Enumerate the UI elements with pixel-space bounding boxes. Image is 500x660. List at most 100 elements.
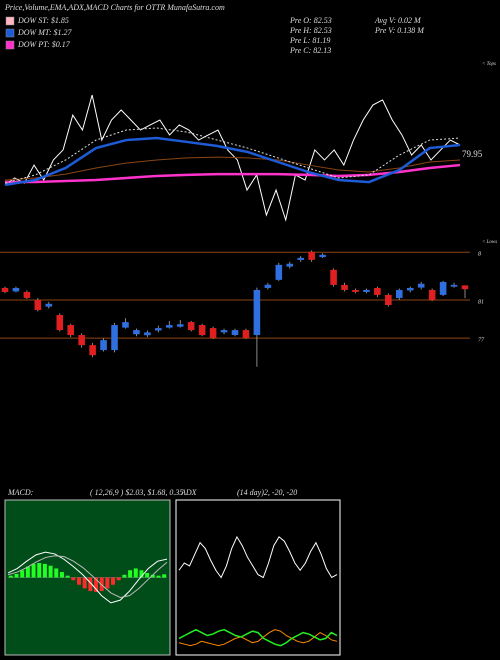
line [7, 555, 168, 598]
line [178, 535, 338, 579]
histogram-bar [42, 563, 47, 578]
line [178, 629, 338, 647]
panel-border [175, 499, 341, 656]
candle-body [100, 340, 107, 351]
legend-label: DOW ST: $1.85 [17, 16, 69, 25]
histogram-bar [65, 575, 70, 578]
candle-body [176, 324, 184, 327]
candle-body [23, 291, 31, 298]
candle-body [341, 284, 348, 290]
line [4, 127, 461, 184]
candle-body [1, 287, 9, 292]
line [7, 551, 168, 604]
histogram-bar [156, 575, 161, 578]
candle-body [406, 287, 414, 291]
candle-body [198, 325, 206, 336]
histogram-bar [105, 577, 110, 589]
candle-body [155, 328, 162, 331]
histogram-bar [133, 568, 138, 578]
histogram-bar [59, 572, 64, 578]
candle-body [264, 284, 272, 288]
candle-body [12, 287, 20, 292]
histogram-bar [111, 577, 116, 585]
candle-body [352, 289, 359, 292]
histogram-bar [150, 574, 155, 578]
candle-body [396, 289, 403, 298]
histogram-bar [76, 577, 81, 585]
legend-label: DOW PT: $0.17 [17, 40, 71, 49]
histogram-bar [31, 563, 36, 578]
candle-body [56, 315, 64, 331]
histogram-bar [139, 570, 144, 578]
histogram-bar [128, 570, 133, 578]
candle-body [461, 285, 469, 290]
info: Pre O: 82.53 [289, 16, 332, 25]
candle-body [363, 289, 370, 292]
candle-body [111, 325, 118, 351]
candle-body [450, 284, 458, 287]
histogram-bar [25, 566, 30, 578]
candle-body [286, 263, 294, 267]
candle-body [220, 330, 228, 333]
y-tick-label: 77 [478, 337, 485, 343]
price-label: 79.95 [462, 149, 483, 159]
histogram-bar [37, 563, 42, 578]
info: Avg V: 0.02 M [374, 16, 422, 25]
candle-body [297, 257, 304, 260]
candle-body [439, 281, 447, 295]
legend-swatch [5, 40, 15, 50]
candle-body [253, 289, 261, 336]
panel-params: ( 12,26,9 ) $2.03, $1.68, 0.35 [90, 488, 183, 497]
candle-body [385, 294, 392, 306]
legend-label: DOW MT: $1.27 [17, 28, 73, 37]
info: Pre V: 0.138 M [374, 26, 425, 35]
histogram-bar [94, 577, 99, 592]
candle-body [144, 332, 151, 336]
panel-title: MACD: [7, 488, 34, 497]
legend-swatch [5, 16, 15, 26]
histogram-bar [14, 573, 19, 578]
candle-body [34, 299, 42, 310]
candle-body [330, 269, 337, 285]
candle-body [89, 345, 96, 356]
candle-body [122, 322, 129, 328]
candle-body [374, 287, 381, 295]
line [4, 94, 461, 222]
info: Pre H: 82.53 [289, 26, 332, 35]
line [178, 628, 338, 647]
panel-params: (14 day)2, -20, -20 [237, 488, 297, 497]
histogram-bar [71, 577, 76, 581]
line [4, 156, 461, 181]
annotation: < Lows [482, 240, 497, 245]
histogram-bar [54, 568, 59, 578]
candle-body [209, 328, 217, 339]
candle-body [133, 330, 140, 335]
info: Pre C: 82.13 [289, 46, 331, 55]
candle-body [428, 289, 436, 300]
candle-body [242, 330, 250, 339]
candle-body [45, 303, 53, 307]
candle-body [78, 335, 85, 346]
panel-title: ADX [180, 488, 198, 497]
legend-swatch [5, 28, 15, 38]
candle-body [231, 330, 239, 336]
histogram-bar [48, 565, 53, 578]
candle-body [275, 264, 283, 280]
histogram-bar [88, 577, 93, 592]
page-title: Price,Volume,EMA,ADX,MACD Charts for OTT… [4, 3, 225, 12]
histogram-bar [116, 577, 121, 581]
histogram-bar [162, 574, 167, 578]
histogram-bar [20, 570, 25, 578]
candle-body [67, 325, 74, 336]
candle-body [166, 325, 173, 328]
candle-body [417, 283, 425, 288]
line [4, 136, 461, 187]
y-tick-label: 81 [478, 299, 484, 305]
histogram-bar [82, 577, 87, 589]
annotation: < Tops [482, 62, 496, 67]
y-tick-label: 8 [478, 252, 481, 258]
candle-body [308, 251, 315, 260]
histogram-bar [122, 574, 127, 578]
